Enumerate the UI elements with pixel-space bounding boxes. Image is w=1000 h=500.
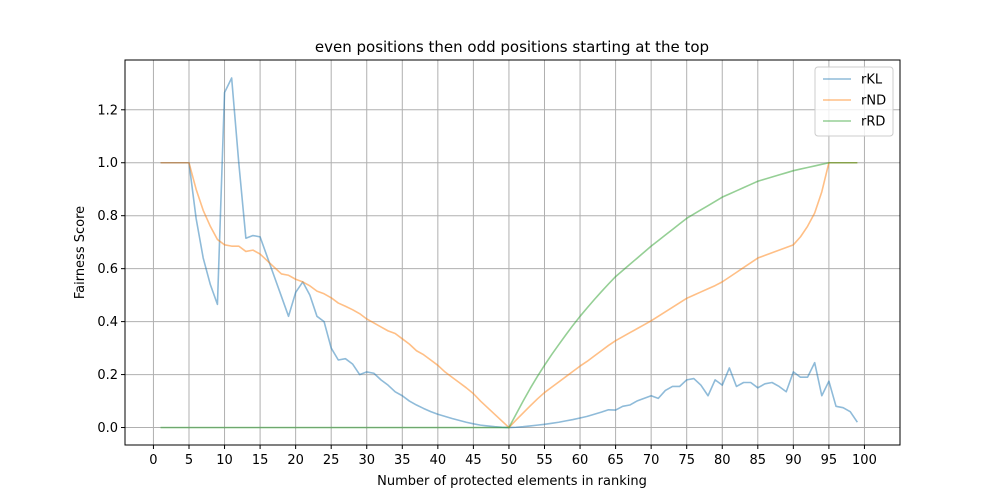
x-tick-label: 60 (572, 453, 589, 468)
y-tick-label: 0.0 (97, 421, 118, 436)
legend-label-rnd: rND (861, 94, 886, 109)
x-tick-label: 55 (536, 453, 553, 468)
x-tick-label: 5 (185, 453, 193, 468)
x-tick-label: 90 (785, 453, 802, 468)
chart-title: even positions then odd positions starti… (315, 38, 709, 56)
y-tick-label: 0.8 (97, 209, 118, 224)
x-axis-title: Number of protected elements in ranking (377, 474, 647, 489)
y-axis-ticks: 0.0 0.2 0.4 0.6 0.8 1.0 1.2 (97, 103, 125, 436)
x-tick-label: 30 (358, 453, 375, 468)
y-axis-title: Fairness Score (73, 206, 88, 299)
legend: rKL rND rRD (814, 66, 894, 137)
x-tick-label: 10 (216, 453, 233, 468)
x-tick-label: 50 (501, 453, 518, 468)
y-tick-label: 0.4 (97, 315, 118, 330)
x-tick-label: 25 (323, 453, 340, 468)
x-tick-label: 0 (149, 453, 157, 468)
legend-box (814, 66, 894, 137)
series-line-rrd (160, 161, 858, 429)
legend-label-rrd: rRD (861, 115, 885, 130)
y-tick-label: 0.2 (97, 368, 118, 383)
x-tick-label: 85 (750, 453, 767, 468)
legend-label-rkl: rKL (861, 73, 883, 88)
x-tick-label: 20 (287, 453, 304, 468)
x-tick-label: 70 (643, 453, 660, 468)
x-tick-label: 80 (714, 453, 731, 468)
x-tick-label: 40 (430, 453, 447, 468)
y-tick-label: 0.6 (97, 262, 118, 277)
x-tick-label: 15 (252, 453, 269, 468)
x-tick-label: 75 (678, 453, 695, 468)
x-axis-ticks: 0 5 10 15 20 25 30 35 40 45 50 55 60 65 70 75 80 85 90 95 10… (149, 445, 877, 468)
x-tick-label: 35 (394, 453, 411, 468)
y-tick-label: 1.2 (97, 103, 118, 118)
x-tick-label: 45 (465, 453, 482, 468)
x-tick-label: 95 (821, 453, 838, 468)
y-tick-label: 1.0 (97, 156, 118, 171)
series-lines (160, 77, 859, 429)
plot-frame (124, 59, 901, 446)
x-tick-label: 100 (852, 453, 877, 468)
x-tick-label: 65 (607, 453, 624, 468)
